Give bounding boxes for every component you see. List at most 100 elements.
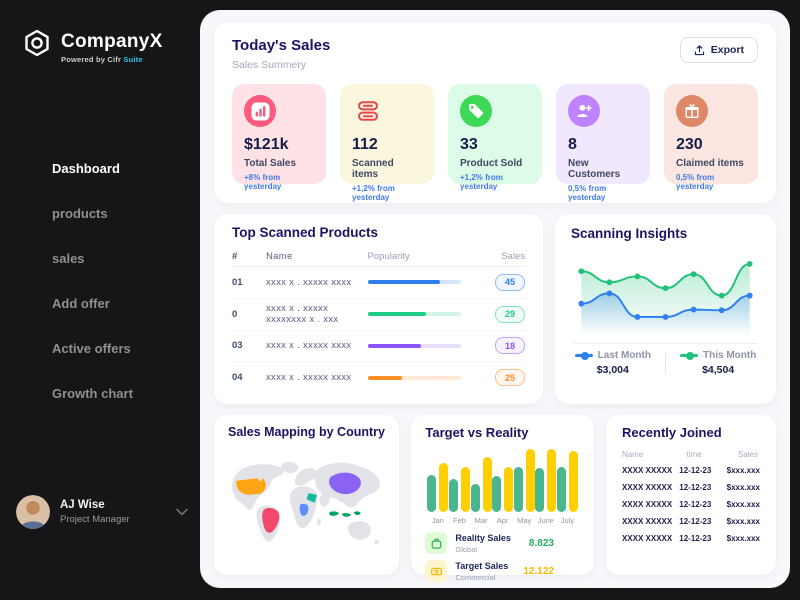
recently-joined-title: Recently Joined [621, 425, 722, 440]
last-month-marker-icon [574, 351, 593, 360]
stat-card-claimed-items: 230 Claimed items 0,5% from yesterday [664, 84, 758, 191]
country-saudi-arabia[interactable] [306, 493, 318, 503]
export-button[interactable]: Export [679, 37, 758, 63]
bar-group [470, 448, 492, 512]
bar-group [535, 448, 557, 512]
export-icon [694, 44, 704, 55]
todays-sales-card: Today's Sales Sales Summery Export $121k… [214, 23, 776, 203]
sidebar-item-growth-chart[interactable]: Growth chart [52, 386, 133, 401]
brand-tagline-suite: Suite [123, 55, 143, 64]
table-row[interactable]: 04 xxxx x . xxxxx xxxx 25 [232, 362, 525, 393]
country-brazil[interactable] [262, 508, 280, 533]
avatar [16, 495, 50, 529]
table-row[interactable]: 0 xxxx x . xxxxx xxxxxxxx x . xxx 29 [232, 299, 525, 331]
sidebar: CompanyX Powered by Cifr Suite Dashboard… [0, 0, 200, 600]
top-products-title: Top Scanned Products [232, 225, 379, 240]
legend-last-month: Last Month $3,004 [574, 350, 651, 376]
table-row[interactable]: XXXX XXXXX 12-12-23 $xxx.xxx [621, 466, 760, 475]
bar-group [492, 448, 514, 512]
this-month-value: $4,504 [702, 364, 735, 376]
user-plus-icon [568, 95, 600, 127]
brand: CompanyX Powered by Cifr Suite [22, 28, 163, 64]
brand-name: CompanyX [61, 31, 163, 52]
stat-card-scanned-items: 112 Scanned items +1,2% from yesterday [340, 84, 434, 202]
sidebar-item-products[interactable]: products [52, 206, 108, 221]
top-products-table: # Name Popularity Sales 01 xxxx x . xxxx… [232, 247, 525, 393]
sidebar-item-active-offers[interactable]: Active offers [52, 341, 131, 356]
shopping-bag-icon [425, 532, 448, 554]
sales-badge: 29 [494, 305, 525, 323]
sales-badge: 18 [494, 337, 525, 355]
country-dr-congo[interactable] [299, 503, 309, 516]
sidebar-menu: Dashboard products sales Add offer Activ… [0, 146, 200, 416]
bar-group [448, 448, 470, 512]
top-scanned-products-card: Top Scanned Products # Name Popularity S… [214, 214, 543, 404]
country-china[interactable] [329, 472, 361, 495]
scanning-insights-title: Scanning Insights [570, 226, 688, 241]
country-united-states[interactable] [235, 478, 266, 495]
user-name: AJ Wise [60, 499, 105, 511]
user-profile[interactable]: AJ Wise Project Manager [16, 488, 188, 536]
table-row[interactable]: XXXX XXXXX 12-12-23 $xxx.xxx [621, 483, 760, 492]
sales-mapping-title: Sales Mapping by Country [228, 425, 385, 439]
month-label: Mar [474, 516, 488, 525]
sales-badge: 45 [494, 273, 525, 291]
table-header-row: # Name Popularity Sales [232, 247, 525, 267]
todays-sales-subtitle: Sales Summery [232, 59, 307, 71]
sidebar-item-dashboard[interactable]: Dashboard [52, 161, 120, 176]
legend-this-month: This Month $4,504 [679, 350, 756, 376]
stat-cards: $121k Total Sales +8% from yesterday 112… [232, 84, 758, 202]
company-logo-icon [25, 29, 49, 57]
popularity-bar [367, 343, 461, 348]
target-vs-reality-bars [425, 448, 580, 512]
month-label: Apr [496, 516, 509, 525]
scanner-icon [352, 95, 384, 127]
bar-group [513, 448, 535, 512]
stat-card-product-sold: 33 Product Sold +1,2% from yesterday [448, 84, 542, 191]
scanning-insights-card: Scanning Insights Last Month $3,004 This… [554, 214, 776, 404]
insights-legend: Last Month $3,004 This Month $4,504 [571, 350, 760, 376]
month-label: June [537, 516, 554, 525]
brand-tagline: Powered by Cifr Suite [61, 55, 143, 64]
country-indonesia[interactable] [329, 511, 361, 517]
reality-sales-value: 8.823 [528, 537, 554, 549]
month-label: Feb [452, 516, 466, 525]
ticket-icon [425, 560, 448, 582]
bar-chart-icon [244, 95, 276, 127]
stat-card-total-sales: $121k Total Sales +8% from yesterday [232, 84, 326, 191]
divider [572, 343, 758, 344]
this-month-marker-icon [679, 351, 698, 360]
table-header-row: Name time Sales [621, 449, 758, 459]
table-row[interactable]: XXXX XXXXX 12-12-23 $xxx.xxx [621, 500, 760, 509]
sidebar-item-sales[interactable]: sales [52, 251, 85, 266]
recently-joined-card: Recently Joined Name time Sales XXXX XXX… [605, 415, 776, 575]
bar-group [556, 448, 578, 512]
popularity-bar [367, 375, 461, 380]
target-vs-reality-title: Target vs Reality [425, 425, 529, 440]
stat-card-new-customers: 8 New Customers 0,5% from yesterday [556, 84, 650, 202]
table-row[interactable]: 03 xxxx x . xxxxx xxxx 18 [232, 331, 525, 363]
main-panel: Today's Sales Sales Summery Export $121k… [200, 10, 790, 588]
target-legend: Reality Sales Global 8.823 Target Sales … [425, 532, 580, 582]
month-label: July [560, 516, 575, 525]
sidebar-item-add-offer[interactable]: Add offer [52, 296, 110, 311]
bar-chart-month-labels: Jan Feb Mar Apr May June July [425, 516, 580, 525]
world-map [232, 462, 380, 545]
popularity-bar [367, 312, 461, 317]
price-tag-icon [460, 95, 492, 127]
table-row[interactable]: 01 xxxx x . xxxxx xxxx 45 [232, 267, 525, 299]
todays-sales-title: Today's Sales [232, 37, 331, 54]
month-label: Jan [431, 516, 444, 525]
gift-icon [676, 95, 708, 127]
chevron-down-icon[interactable] [176, 508, 188, 516]
table-row[interactable]: XXXX XXXXX 12-12-23 $xxx.xxx [621, 517, 760, 526]
target-sales-value: 12.122 [523, 565, 554, 577]
sales-badge: 25 [494, 369, 525, 387]
month-label: May [517, 516, 532, 525]
scanning-insights-line-chart [578, 260, 753, 335]
legend-target-sales: Target Sales Commercial 12.122 [425, 560, 580, 582]
table-row[interactable]: XXXX XXXXX 12-12-23 $xxx.xxx [621, 534, 760, 543]
sales-mapping-card: Sales Mapping by Country [214, 415, 400, 575]
divider [664, 352, 666, 374]
recently-joined-table: Name time Sales XXXX XXXXX 12-12-23 $xxx… [622, 446, 760, 547]
